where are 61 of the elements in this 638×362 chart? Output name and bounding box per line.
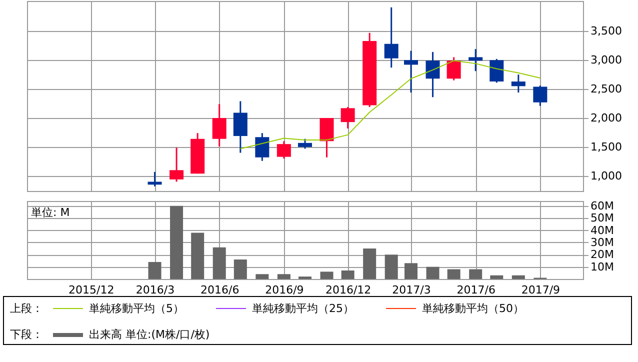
candlestick: [511, 74, 526, 94]
candlestick: [340, 106, 355, 130]
y-tick-label: 2,500: [590, 82, 622, 96]
bar: [256, 274, 269, 279]
candlestick: [426, 51, 440, 98]
candlestick: [320, 117, 334, 158]
y-tick-label: 1,500: [590, 140, 622, 154]
y-tick-label: 20M: [590, 248, 614, 262]
candlestick: [233, 100, 248, 154]
bar: [384, 254, 398, 279]
candlestick: [276, 140, 291, 160]
x-tick-label: 2017/9: [521, 284, 560, 296]
candlestick: [148, 171, 162, 188]
bar: [363, 248, 376, 279]
candlestick: [446, 56, 461, 82]
bar: [404, 263, 418, 279]
bar: [148, 262, 162, 279]
candlestick: [255, 132, 270, 162]
candlestick: [384, 6, 398, 68]
y-tick-label: 1,000: [590, 169, 622, 182]
bar: [426, 266, 440, 279]
y-tick-label: 10M: [590, 260, 614, 274]
candlestick: [212, 103, 226, 148]
candlestick: [468, 48, 483, 72]
bar: [341, 270, 354, 279]
legend-title: 上段：: [10, 301, 43, 316]
x-tick-label: 2017/3: [392, 284, 431, 296]
bar: [490, 275, 504, 279]
legend-label: 単純移動平均（25）: [252, 301, 354, 316]
bar: [234, 260, 247, 279]
bar: [512, 275, 525, 279]
y-tick-label: 40M: [590, 224, 614, 237]
candlestick: [404, 50, 418, 94]
x-tick-label: 2016/9: [265, 284, 304, 296]
legend-label: 単純移動平均（5）: [89, 301, 184, 316]
y-tick-label: 3,500: [590, 24, 622, 38]
candlestick: [170, 146, 184, 182]
x-tick-label: 2016/3: [136, 284, 175, 296]
bar: [191, 232, 204, 279]
legend-title: 下段：: [10, 327, 43, 342]
legend-label: 出来高 単位:(M株/口/枚): [89, 327, 210, 342]
y-tick-label: 3,000: [590, 54, 622, 67]
candlestick: [298, 138, 312, 150]
annotation: 単位: M: [31, 206, 70, 219]
legend-label: 単純移動平均（50）: [422, 301, 524, 316]
bar: [170, 206, 184, 279]
x-tick-label: 2016/12: [325, 284, 372, 296]
bar: [212, 247, 226, 279]
bar: [447, 269, 460, 279]
y-tick-label: 2,000: [590, 112, 622, 125]
bar: [320, 272, 334, 279]
y-tick-label: 50M: [590, 212, 614, 225]
bar: [277, 274, 290, 279]
x-tick-label: 2017/6: [456, 284, 496, 296]
x-tick-label: 2015/12: [68, 284, 114, 296]
x-tick-label: 2016/6: [200, 284, 240, 296]
y-tick-label: 60M: [590, 199, 614, 212]
candlestick: [490, 58, 504, 84]
candlestick: [533, 84, 548, 107]
bar: [469, 269, 482, 279]
y-tick-label: 30M: [590, 236, 614, 249]
